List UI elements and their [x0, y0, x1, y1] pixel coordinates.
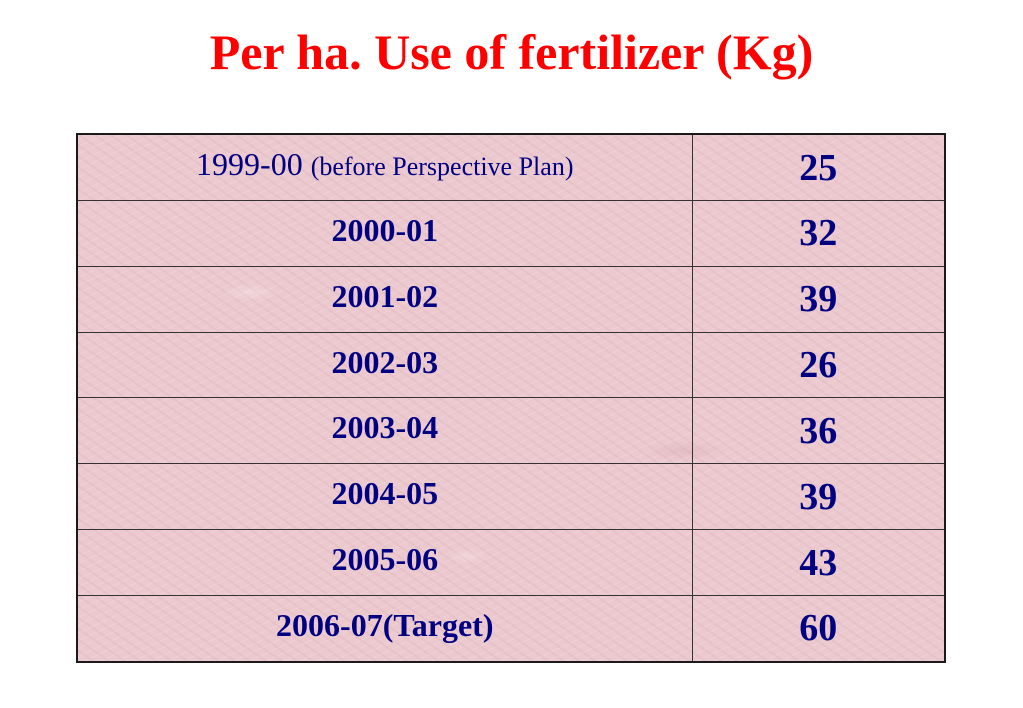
year-cell: 2006-07(Target) [76, 594, 693, 663]
table-row: 2003-04 36 [76, 397, 946, 465]
value-cell: 43 [691, 529, 946, 596]
value-cell: 26 [691, 331, 946, 399]
value-cell: 36 [691, 397, 946, 465]
table-row: 2000-01 32 [76, 200, 946, 267]
value-cell: 32 [691, 200, 946, 267]
value-cell: 25 [691, 133, 946, 202]
table-row: 1999-00 (before Perspective Plan) 25 [76, 133, 946, 202]
value-cell: 39 [691, 463, 946, 531]
year-cell: 2004-05 [76, 463, 693, 531]
table-row: 2001-02 39 [76, 265, 946, 333]
table-row: 2006-07(Target) 60 [76, 594, 946, 663]
year-cell: 2001-02 [76, 265, 693, 333]
table-row: 2004-05 39 [76, 463, 946, 531]
value-cell: 39 [691, 265, 946, 333]
table-row: 2005-06 43 [76, 529, 946, 596]
year-cell: 2000-01 [76, 200, 693, 267]
year-note: (before Perspective Plan) [310, 152, 574, 182]
value-cell: 60 [691, 594, 946, 663]
slide-title: Per ha. Use of fertilizer (Kg) [209, 24, 814, 80]
year-cell: 2005-06 [76, 529, 693, 596]
year-cell: 2002-03 [76, 331, 693, 399]
fertilizer-table: 1999-00 (before Perspective Plan) 25 200… [76, 133, 946, 663]
table-row: 2002-03 26 [76, 331, 946, 399]
year-cell: 2003-04 [76, 397, 693, 465]
year-cell: 1999-00 (before Perspective Plan) [76, 133, 693, 202]
year-label: 1999-00 [196, 146, 303, 183]
